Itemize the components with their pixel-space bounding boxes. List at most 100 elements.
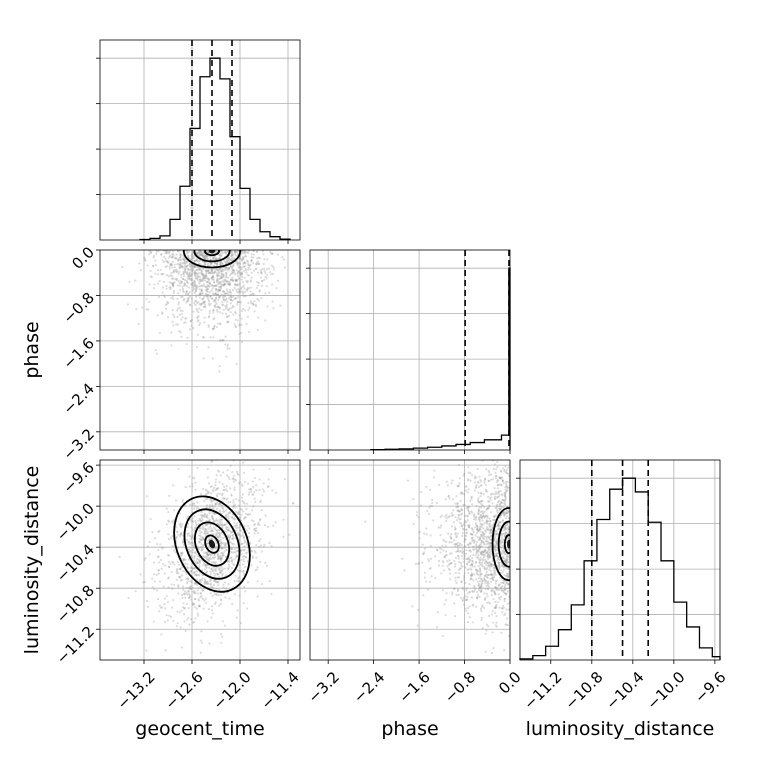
- x-tick-label-luminosity_distance: −10.0: [643, 668, 688, 713]
- histogram-panel-geocent_time: [96, 39, 301, 241]
- sample-point: [262, 253, 265, 256]
- sample-point: [216, 522, 219, 525]
- sample-point: [206, 530, 210, 533]
- sample-point: [486, 561, 489, 565]
- histogram-panel-phase: [306, 249, 511, 451]
- sample-point: [476, 467, 479, 471]
- sample-point: [472, 517, 476, 521]
- sample-point: [206, 497, 209, 501]
- sample-point: [167, 560, 170, 564]
- sample-point: [221, 554, 224, 558]
- sample-point: [500, 477, 503, 480]
- sample-point: [183, 269, 186, 272]
- sample-point: [503, 470, 506, 473]
- sample-point: [179, 309, 182, 312]
- sample-point: [492, 578, 495, 581]
- sample-point: [471, 563, 474, 566]
- sample-point: [255, 529, 258, 532]
- sample-point: [227, 266, 230, 269]
- sample-point: [180, 295, 183, 299]
- sample-point: [180, 552, 183, 555]
- sample-point: [242, 560, 246, 563]
- sample-point: [244, 590, 247, 593]
- sample-point: [462, 503, 465, 507]
- sample-point: [498, 493, 501, 496]
- sample-point: [186, 450, 188, 452]
- sample-point: [198, 540, 201, 543]
- sample-point: [232, 262, 235, 265]
- sample-point: [153, 283, 156, 286]
- sample-point: [252, 505, 255, 508]
- sample-point: [501, 556, 504, 560]
- sample-point: [229, 464, 232, 467]
- sample-point: [477, 546, 480, 549]
- sample-point: [206, 297, 210, 300]
- sample-point: [193, 260, 197, 263]
- sample-point: [226, 497, 229, 500]
- sample-point: [200, 513, 204, 517]
- sample-point: [242, 294, 245, 297]
- sample-point: [217, 271, 221, 275]
- sample-point: [222, 554, 225, 557]
- sample-point: [156, 597, 160, 601]
- sample-point: [477, 582, 481, 586]
- sample-point: [439, 526, 442, 529]
- sample-point: [238, 282, 242, 285]
- sample-point: [482, 537, 486, 540]
- sample-point: [488, 568, 491, 571]
- sample-point: [281, 256, 284, 259]
- sample-point: [202, 514, 205, 517]
- sample-point: [478, 595, 481, 598]
- sample-point: [207, 556, 210, 560]
- sample-point: [417, 562, 420, 565]
- sample-point: [198, 560, 202, 563]
- sample-point: [450, 552, 453, 555]
- sample-point: [217, 581, 220, 584]
- sample-point: [492, 646, 495, 650]
- sample-point: [258, 262, 261, 266]
- sample-point: [243, 265, 246, 268]
- sample-point: [497, 527, 500, 531]
- sample-point: [233, 478, 236, 481]
- sample-point: [442, 549, 445, 552]
- sample-point: [221, 507, 225, 511]
- sample-point: [228, 283, 231, 286]
- sample-point: [234, 479, 238, 482]
- sample-point: [483, 598, 486, 601]
- sample-point: [199, 304, 202, 307]
- sample-point: [495, 533, 498, 536]
- sample-point: [213, 561, 216, 565]
- sample-point: [251, 292, 255, 295]
- sample-point: [488, 552, 491, 555]
- sample-point: [170, 344, 173, 347]
- sample-point: [247, 274, 251, 277]
- sample-point: [183, 558, 186, 561]
- sample-point: [179, 532, 182, 535]
- sample-point: [490, 590, 493, 593]
- sample-point: [460, 507, 463, 511]
- sample-point: [200, 284, 203, 287]
- sample-point: [437, 564, 441, 567]
- sample-point: [198, 254, 201, 257]
- sample-point: [240, 286, 243, 289]
- sample-point: [468, 583, 471, 586]
- sample-point: [504, 493, 507, 496]
- sample-point: [212, 309, 215, 312]
- sample-point: [247, 493, 250, 496]
- sample-point: [222, 338, 225, 342]
- x-tick-label-luminosity_distance: −10.4: [602, 668, 647, 713]
- sample-point: [223, 295, 226, 298]
- sample-point: [242, 572, 246, 575]
- sample-point: [506, 486, 509, 489]
- sample-point: [470, 498, 473, 501]
- sample-point: [455, 581, 458, 585]
- sample-point: [421, 543, 424, 546]
- sample-point: [473, 475, 477, 478]
- sample-point: [203, 277, 206, 280]
- sample-point: [446, 532, 450, 535]
- sample-point: [183, 262, 186, 265]
- sample-point: [207, 554, 210, 557]
- sample-point: [226, 343, 230, 346]
- sample-point: [482, 513, 485, 516]
- sample-point: [218, 288, 222, 291]
